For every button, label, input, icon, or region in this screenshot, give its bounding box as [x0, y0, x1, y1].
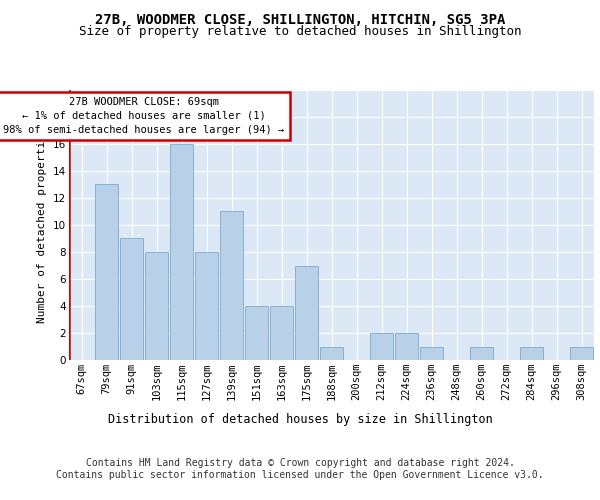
Bar — [270, 306, 293, 360]
Bar — [195, 252, 218, 360]
Bar — [170, 144, 193, 360]
Text: 27B WOODMER CLOSE: 69sqm
← 1% of detached houses are smaller (1)
98% of semi-det: 27B WOODMER CLOSE: 69sqm ← 1% of detache… — [4, 96, 284, 134]
Bar — [145, 252, 168, 360]
Bar — [220, 212, 243, 360]
Bar — [295, 266, 318, 360]
Text: Size of property relative to detached houses in Shillington: Size of property relative to detached ho… — [79, 25, 521, 38]
Text: Contains HM Land Registry data © Crown copyright and database right 2024.
Contai: Contains HM Land Registry data © Crown c… — [56, 458, 544, 480]
Y-axis label: Number of detached properties: Number of detached properties — [37, 127, 47, 323]
Bar — [320, 346, 343, 360]
Bar — [245, 306, 268, 360]
Text: 27B, WOODMER CLOSE, SHILLINGTON, HITCHIN, SG5 3PA: 27B, WOODMER CLOSE, SHILLINGTON, HITCHIN… — [95, 12, 505, 26]
Bar — [370, 333, 393, 360]
Bar — [120, 238, 143, 360]
Bar — [520, 346, 543, 360]
Bar — [95, 184, 118, 360]
Bar — [420, 346, 443, 360]
Bar — [570, 346, 593, 360]
Bar — [470, 346, 493, 360]
Bar — [395, 333, 418, 360]
Text: Distribution of detached houses by size in Shillington: Distribution of detached houses by size … — [107, 412, 493, 426]
